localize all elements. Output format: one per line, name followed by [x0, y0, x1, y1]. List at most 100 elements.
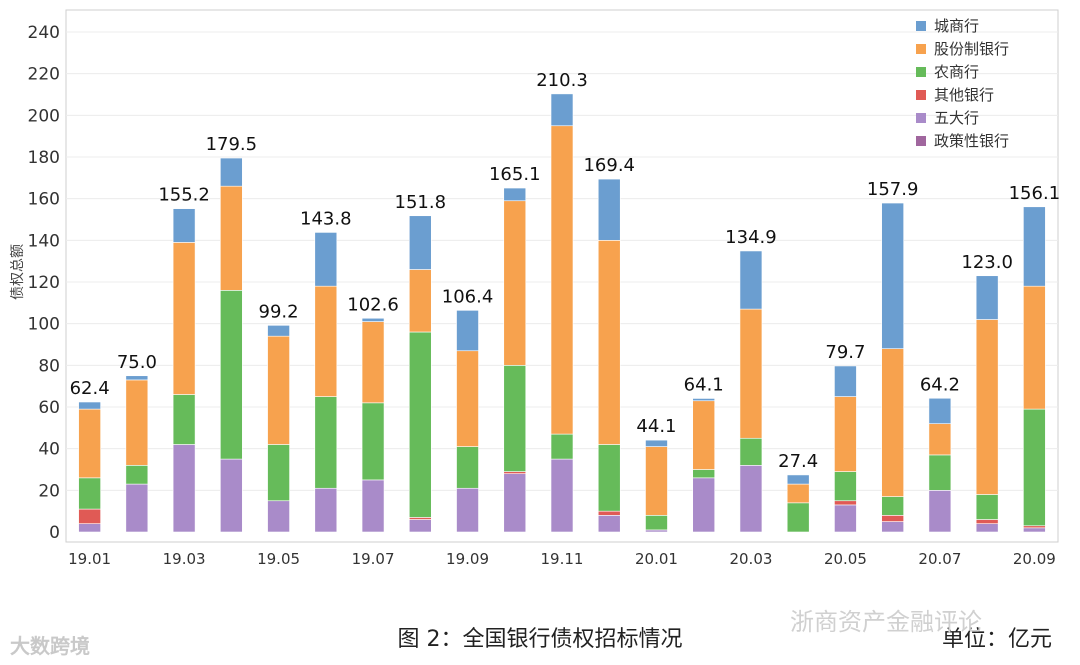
bar-segment	[597, 515, 621, 533]
x-tick-label: 20.09	[1013, 550, 1056, 568]
bar-total-label: 64.1	[684, 374, 724, 395]
bar-segment	[645, 439, 668, 447]
bar-segment	[408, 215, 432, 270]
y-tick-label: 160	[28, 190, 60, 210]
y-axis-title: 债权总额	[10, 244, 26, 300]
bar-segment	[361, 402, 385, 481]
y-axis: 0 20 40 60 80 100 120 140 160 180 200 220 240	[28, 23, 60, 543]
legend-entry: 城商行	[934, 17, 979, 35]
bar-segment	[125, 483, 149, 533]
bar-segment	[125, 375, 149, 381]
bar-segment	[172, 444, 196, 533]
bar-segment	[834, 471, 857, 502]
bar-segment	[881, 348, 904, 497]
x-tick-label: 20.01	[635, 550, 678, 568]
y-tick-label: 140	[28, 231, 60, 251]
bar-segment	[456, 487, 479, 533]
x-tick-label: 19.07	[352, 550, 395, 568]
y-tick-label: 100	[28, 315, 60, 335]
bar-segment	[597, 510, 621, 516]
bar-total-label: 210.3	[536, 70, 588, 91]
legend-swatch-icon	[916, 44, 926, 54]
bar-segment	[220, 290, 243, 460]
legend-entry: 其他银行	[934, 86, 994, 104]
bar-segment	[645, 529, 668, 533]
bar-segment	[881, 202, 904, 349]
bar-segment	[456, 350, 479, 447]
legend-swatch-icon	[916, 113, 926, 123]
bar-segment	[267, 500, 290, 533]
y-tick-label: 240	[28, 23, 60, 43]
bar-segment	[975, 275, 999, 320]
y-tick-label: 0	[49, 523, 60, 543]
bar-segment	[645, 515, 668, 531]
plot-frame	[65, 9, 1059, 543]
bar-segment	[597, 178, 621, 241]
total-labels: 62.4 75.0 155.2 179.5 99.2 143.8 102.6 151.8 106…	[70, 70, 1061, 472]
x-tick-label: 19.11	[541, 550, 584, 568]
x-tick-label: 19.05	[257, 550, 300, 568]
bar-segment	[220, 185, 243, 291]
bar-segment	[692, 398, 716, 402]
bar-segment	[597, 444, 621, 512]
bar-segment	[78, 477, 101, 510]
legend-entry: 股份制银行	[934, 40, 1009, 58]
bars	[78, 93, 1046, 533]
bar-segment	[408, 517, 432, 520]
bar-segment	[78, 523, 101, 533]
y-tick-label: 20	[38, 481, 60, 501]
bar-segment	[1023, 206, 1046, 287]
bar-total-label: 143.8	[300, 208, 352, 229]
legend-swatch-icon	[916, 90, 926, 100]
bar-segment	[220, 458, 243, 533]
watermark-right: 浙商资产金融评论	[790, 608, 982, 636]
bar-segment	[503, 473, 527, 533]
bar-segment	[503, 471, 527, 474]
bar-segment	[550, 433, 574, 460]
legend-swatch-icon	[916, 21, 926, 31]
bar-segment	[692, 469, 716, 479]
bar-segment	[314, 232, 338, 287]
bar-segment	[314, 285, 338, 397]
bar-total-label: 79.7	[825, 342, 865, 363]
bar-total-label: 106.4	[442, 286, 494, 307]
bar-segment	[739, 465, 763, 533]
bar-segment	[928, 423, 952, 456]
bar-segment	[739, 308, 763, 439]
bar-total-label: 165.1	[489, 164, 541, 185]
legend-entry: 农商行	[934, 63, 979, 81]
y-tick-label: 220	[28, 65, 60, 85]
bar-segment	[975, 494, 999, 520]
bar-segment	[975, 519, 999, 524]
legend-entry: 政策性银行	[934, 132, 1009, 150]
bar-segment	[597, 240, 621, 445]
bar-total-label: 123.0	[961, 252, 1013, 273]
bar-segment	[928, 397, 952, 424]
y-tick-label: 80	[38, 356, 60, 376]
bar-segment	[739, 437, 763, 466]
y-tick-label: 60	[38, 398, 60, 418]
figure-caption: 图 2：全国银行债权招标情况	[397, 627, 683, 652]
bar-segment	[172, 242, 196, 395]
bar-segment	[928, 490, 952, 533]
bar-segment	[503, 187, 527, 202]
bar-segment	[834, 365, 857, 397]
bar-segment	[834, 500, 857, 506]
bar-segment	[408, 519, 432, 533]
bar-segment	[172, 394, 196, 445]
bar-segment	[881, 515, 904, 522]
x-tick-label: 19.09	[446, 550, 489, 568]
unit-label: 单位：亿元	[942, 627, 1053, 652]
bar-segment	[1023, 408, 1046, 527]
bar-segment	[125, 465, 149, 485]
bar-segment	[692, 477, 716, 533]
legend-swatch-icon	[916, 67, 926, 77]
bar-segment	[786, 474, 810, 485]
bar-segment	[78, 508, 101, 524]
bar-total-label: 44.1	[636, 416, 676, 437]
bar-total-label: 62.4	[70, 378, 110, 399]
bar-segment	[692, 400, 716, 470]
legend-entry: 五大行	[934, 109, 979, 127]
bar-segment	[503, 200, 527, 366]
